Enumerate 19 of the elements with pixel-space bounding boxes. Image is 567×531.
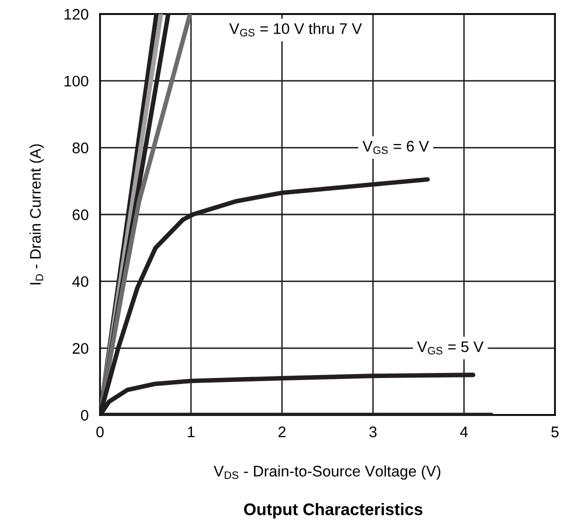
- x-tick-label: 1: [188, 426, 195, 438]
- y-tick-label: 100: [64, 76, 88, 87]
- y-tick-label: 120: [64, 8, 88, 20]
- annotation: V$_{GS}$ = 5 V: [417, 341, 484, 354]
- x-tick-label: 3: [369, 426, 377, 438]
- x-axis-title: V$_{DS}$ - Drain-to-Source Voltage (V): [214, 465, 440, 480]
- text: Output Characteristics: [244, 502, 422, 519]
- y-tick-label: 0: [80, 410, 88, 421]
- x-tick-label: 0: [96, 426, 104, 438]
- y-axis-title: I$_{D}$ - Drain Current (A): [30, 144, 44, 284]
- annotation: V$_{GS}$ = 10 V thru 7 V: [229, 22, 362, 36]
- y-tick-label: 80: [72, 142, 88, 154]
- x-tick-label: 2: [278, 426, 286, 438]
- y-tick-label: 20: [72, 343, 88, 354]
- x-tick-label: 5: [551, 426, 559, 438]
- annotation: V$_{GS}$ = 6 V: [362, 140, 429, 154]
- y-tick-label: 60: [72, 209, 88, 220]
- y-tick-label: 40: [72, 276, 88, 288]
- x-tick-label: 4: [460, 426, 468, 438]
